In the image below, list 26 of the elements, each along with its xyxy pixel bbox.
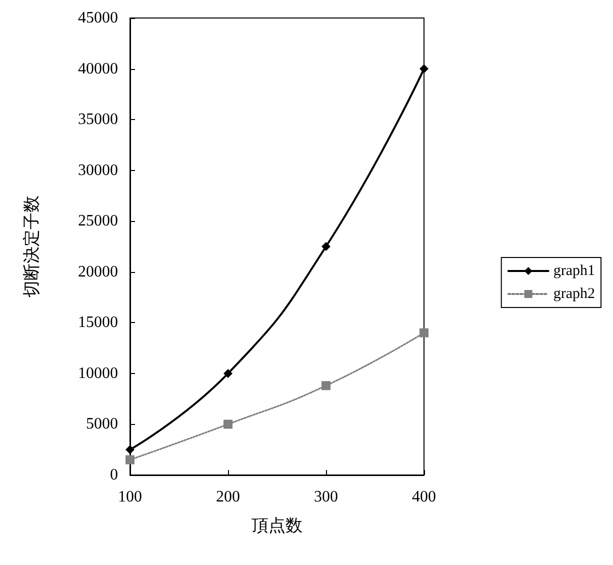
y-tick-label: 5000 xyxy=(86,416,118,433)
y-axis-title: 切断決定子数 xyxy=(22,196,41,298)
x-tick-label: 400 xyxy=(412,488,436,506)
point xyxy=(322,381,330,390)
y-tick-label: 45000 xyxy=(78,10,118,26)
x-tick-label: 100 xyxy=(118,488,142,506)
y-tick-label: 20000 xyxy=(78,263,118,280)
point xyxy=(224,420,232,429)
point xyxy=(126,455,134,464)
point xyxy=(420,328,428,338)
legend-label: graph1 xyxy=(553,263,596,279)
x-tick-label: 300 xyxy=(314,488,338,506)
legend-label: graph2 xyxy=(553,286,596,302)
y-tick-label: 35000 xyxy=(78,111,118,128)
y-tick-label: 0 xyxy=(110,466,118,484)
y-tick-label: 30000 xyxy=(78,162,118,179)
y-tick-label: 10000 xyxy=(78,364,118,382)
y-tick-label: 40000 xyxy=(78,60,118,78)
x-tick-label: 200 xyxy=(216,488,240,506)
x-axis-title: 頂点数 xyxy=(252,516,302,535)
point xyxy=(420,64,428,74)
y-tick-label: 15000 xyxy=(78,314,118,332)
point xyxy=(126,445,134,454)
y-tick-label: 25000 xyxy=(78,212,118,230)
point xyxy=(322,242,330,251)
point xyxy=(224,368,232,378)
